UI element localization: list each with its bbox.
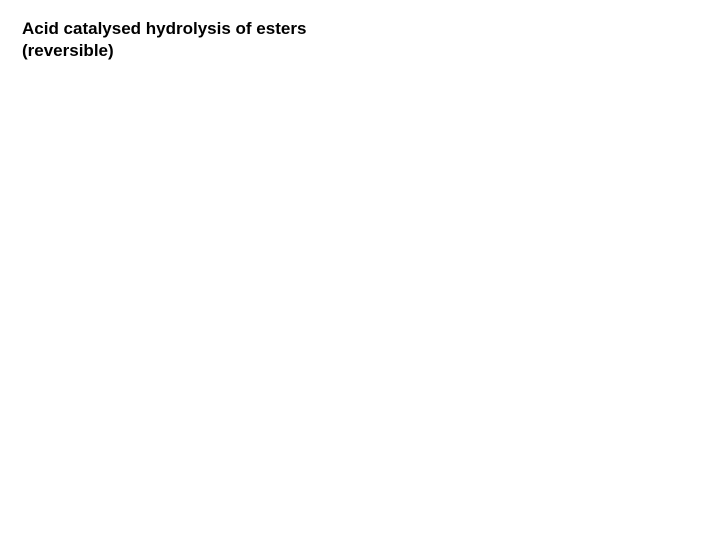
title-line-2: (reversible) — [22, 40, 306, 62]
title-line-1: Acid catalysed hydrolysis of esters — [22, 18, 306, 40]
slide-title: Acid catalysed hydrolysis of esters (rev… — [22, 18, 306, 62]
